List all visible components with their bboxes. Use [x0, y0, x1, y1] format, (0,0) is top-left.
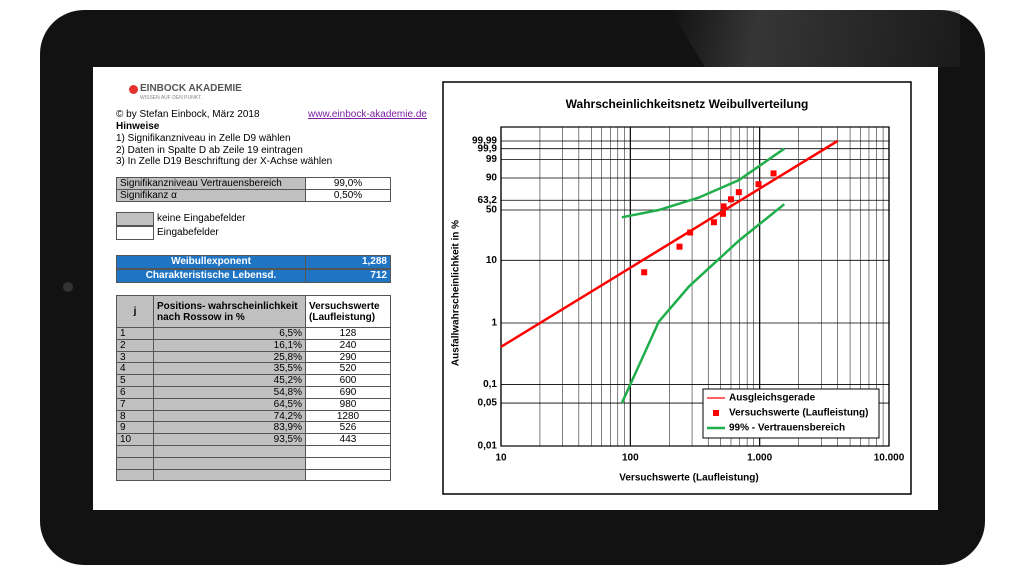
y-tick-label: 99,9	[478, 143, 498, 154]
x-axis-label: Versuchswerte (Laufleistung)	[619, 473, 758, 484]
legend-label: Ausgleichsgerade	[729, 393, 816, 404]
data-point	[755, 181, 762, 188]
plot-frame	[500, 126, 890, 447]
chart-title: Wahrscheinlichkeitsnetz Weibullverteilun…	[566, 97, 809, 111]
y-tick-label: 90	[486, 173, 498, 184]
legend-label: 99% - Vertrauensbereich	[729, 423, 845, 434]
y-tick-label: 50	[486, 205, 498, 216]
table-header: Versuchswerte (Laufleistung)	[305, 295, 391, 328]
empty-cell	[305, 468, 391, 482]
logo-name: EINBOCK AKADEMIE	[140, 83, 242, 94]
key-swatch	[116, 212, 154, 226]
x-tick-label: 100	[622, 453, 639, 464]
y-tick-label: 0,05	[478, 398, 498, 409]
data-point	[727, 196, 734, 203]
y-tick-label: 0,1	[483, 379, 497, 390]
key-label: Eingabefelder	[157, 227, 219, 238]
y-tick-label: 0,01	[478, 441, 498, 452]
data-point	[735, 189, 742, 196]
y-tick-label: 1	[491, 318, 497, 329]
y-tick-label: 10	[486, 255, 498, 266]
glare	[670, 10, 960, 67]
data-point	[720, 203, 727, 210]
data-point	[676, 243, 683, 250]
legend-label: Versuchswerte (Laufleistung)	[729, 408, 868, 419]
table-header: j	[116, 295, 154, 328]
key-label: keine Eingabefelder	[157, 213, 246, 224]
data-point	[687, 229, 694, 236]
result-value: 712	[305, 269, 391, 283]
empty-cell	[153, 468, 306, 482]
result-value: 1,288	[305, 255, 391, 269]
note: 3) In Zelle D19 Beschriftung der X-Achse…	[116, 156, 333, 167]
note: 1) Signifikanzniveau in Zelle D9 wählen	[116, 133, 291, 144]
y-tick-label: 99	[486, 154, 498, 165]
note: 2) Daten in Spalte D ab Zeile 19 eintrag…	[116, 144, 303, 156]
chart: Wahrscheinlichkeitsnetz Weibullverteilun…	[442, 81, 912, 495]
key-swatch	[116, 226, 154, 240]
table-header: Positions- wahrscheinlichkeit nach Rosso…	[153, 295, 306, 328]
series-line	[500, 139, 839, 348]
logo-tagline: WISSEN AUF DEN PUNKT.	[140, 95, 202, 101]
author: © by Stefan Einbock, März 2018	[116, 109, 260, 120]
legend-box	[702, 388, 880, 439]
data-point	[719, 210, 726, 217]
data-point	[641, 269, 648, 276]
result-label: Weibullexponent	[116, 255, 306, 269]
notes-title: Hinweise	[116, 121, 160, 132]
data-point	[770, 170, 777, 177]
result-label: Charakteristische Lebensd.	[116, 269, 306, 283]
empty-cell	[116, 468, 154, 482]
y-axis-label: Ausfallwahrscheinlichkeit in %	[451, 220, 462, 366]
x-tick-label: 10.000	[874, 453, 905, 464]
param-value: 0,50%	[305, 189, 391, 202]
param-label: Signifikanz α	[116, 189, 306, 202]
camera	[63, 282, 73, 292]
y-tick-label: 63,2	[478, 195, 498, 206]
series-line	[620, 147, 786, 404]
logo-mark	[129, 85, 138, 94]
data-point	[710, 219, 717, 226]
x-tick-label: 1.000	[747, 453, 772, 464]
x-tick-label: 10	[495, 453, 507, 464]
legend-swatch	[713, 410, 719, 416]
y-tick-label: 99,99	[472, 136, 497, 147]
link[interactable]: www.einbock-akademie.de	[308, 109, 427, 120]
